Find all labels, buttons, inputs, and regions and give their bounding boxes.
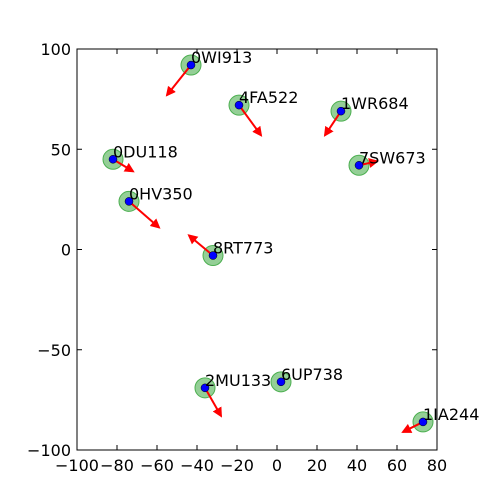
x-tick-label: 60 [387,456,407,475]
x-tick-label: 0 [272,456,282,475]
point-label: 4FA522 [239,88,298,107]
velocity-arrow [128,200,161,229]
x-tick-label: −40 [180,456,214,475]
point-label: 8RT773 [213,239,273,258]
velocity-arrow [187,234,214,257]
data-point [276,377,286,387]
velocity-arrow [323,110,342,137]
point-label: 1IA244 [423,405,479,424]
x-tick-label: −80 [100,456,134,475]
y-tick-label: 50 [51,140,71,159]
x-tick-label: −100 [55,456,99,475]
point-label: 2MU133 [205,371,271,390]
plot-frame [76,48,438,451]
y-tick-label: −100 [27,441,71,460]
data-point [354,161,364,170]
data-point [234,100,244,110]
velocity-arrow [238,104,263,137]
point-label: 0DU118 [113,142,178,161]
data-point [108,155,118,164]
point-label: 7SW673 [359,148,426,167]
x-tick-label: −20 [220,456,254,475]
data-point [208,251,218,260]
y-tick-label: 100 [40,40,71,59]
data-point [200,383,210,393]
point-label: 1WR684 [341,94,409,113]
x-tick-label: 80 [427,456,447,475]
plot-background [77,49,437,450]
velocity-arrow [204,387,222,418]
point-label: 0WI913 [191,48,252,67]
x-tick-label: 20 [307,456,327,475]
data-point [124,197,134,206]
data-point [336,106,346,116]
point-label: 6UP738 [281,365,343,384]
point-label: 0HV350 [129,184,193,203]
y-tick-label: 0 [61,241,71,260]
x-tick-label: 40 [347,456,367,475]
x-tick-label: −60 [140,456,174,475]
data-point [418,417,428,427]
velocity-arrow [165,64,192,97]
y-tick-label: −50 [37,341,71,360]
data-point [186,60,196,70]
data-marks: 0WI913 4FA522 1WR684 0DU118 7SW673 0HV350 8RT7… [102,48,479,433]
